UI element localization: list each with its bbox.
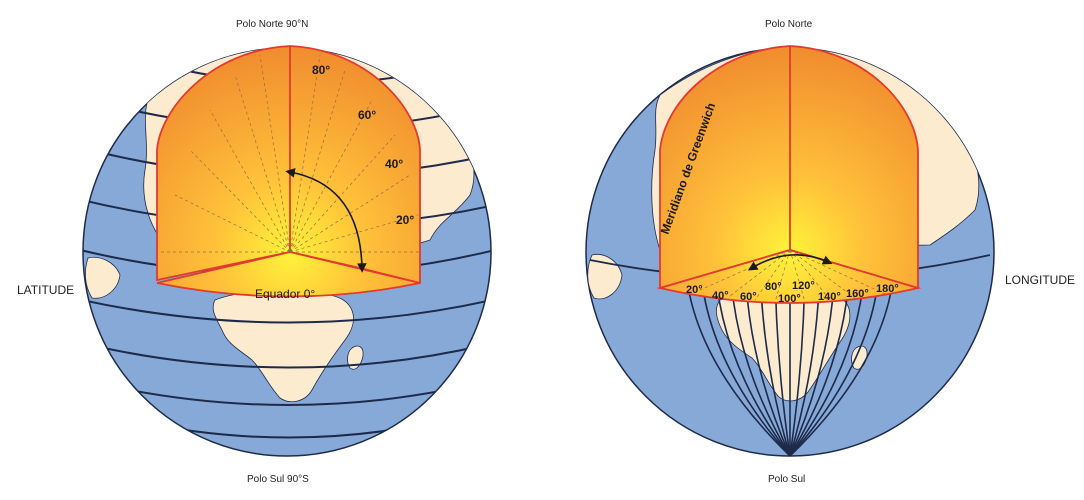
lon-160-label: 160° — [846, 288, 869, 300]
latitude-label: LATITUDE — [17, 283, 75, 297]
longitude-equator-plane — [656, 249, 922, 304]
lon-140-label: 140° — [818, 291, 841, 303]
lon-180-label: 180° — [876, 283, 899, 295]
lat-20-label: 20° — [396, 213, 414, 227]
equator-label: Equador 0° — [255, 287, 315, 301]
lat-80-label: 80° — [312, 63, 330, 77]
lon-100-label: 100° — [778, 293, 801, 305]
continent-madagascar — [347, 345, 364, 370]
latitude-globe: 80° 60° 40° 20° Equador 0° — [82, 45, 492, 457]
lon-40-label: 40° — [712, 290, 729, 302]
longitude-globe: Meridiano de Greenwich 20° 40° 60° 80° 1… — [585, 45, 995, 457]
lon-80-label: 80° — [765, 281, 782, 293]
continent-south-america-right — [587, 253, 623, 300]
latitude-angle-arrow — [285, 168, 367, 273]
north-pole-label-right: Polo Norte — [765, 19, 813, 30]
south-pole-label: Polo Sul 90°S — [247, 474, 309, 485]
lon-20-label: 20° — [686, 284, 703, 296]
south-pole-label-right: Polo Sul — [768, 474, 806, 485]
continent-south-america — [84, 256, 121, 299]
equator-plane — [156, 251, 421, 298]
longitude-label: LONGITUDE — [1005, 273, 1076, 287]
lon-120-label: 120° — [792, 280, 815, 292]
lon-60-label: 60° — [740, 291, 757, 303]
lat-60-label: 60° — [358, 108, 376, 122]
lat-40-label: 40° — [385, 157, 403, 171]
longitude-angle-arrow — [747, 254, 833, 271]
north-pole-label: Polo Norte 90°N — [236, 19, 309, 30]
